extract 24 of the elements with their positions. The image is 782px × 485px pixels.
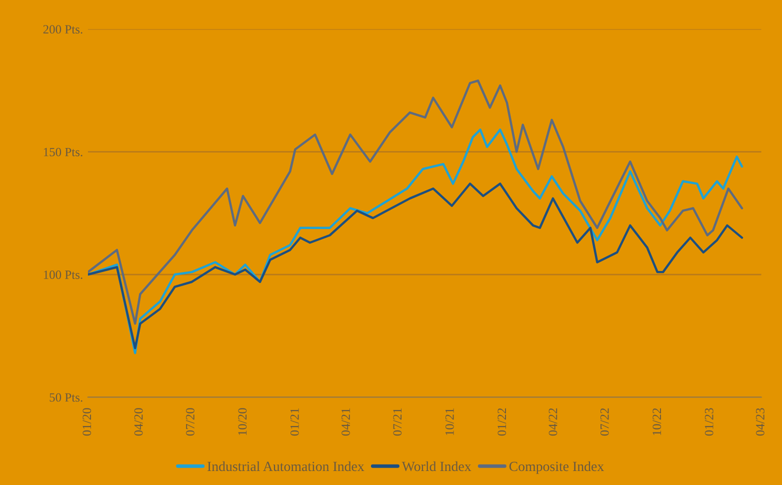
line-series — [88, 80, 744, 325]
x-tick-label: 01/22 — [498, 408, 506, 436]
legend-label: World Index — [402, 461, 472, 472]
x-tick-label: 01/20 — [82, 408, 92, 436]
x-tick-label: 01/23 — [704, 408, 714, 436]
x-tick-label: 07/22 — [600, 408, 609, 436]
y-tick-label: 100 Pts. — [44, 270, 82, 280]
x-tick-label: 10/21 — [445, 408, 454, 436]
x-tick-label: 01/21 — [290, 408, 299, 436]
x-tick-label: 04/20 — [134, 408, 143, 436]
y-tick-label: 150 Pts. — [44, 148, 82, 156]
legend-label: Industrial Automation Index — [207, 461, 364, 472]
x-tick-label: 04/22 — [548, 408, 558, 436]
legend-label: Composite Index — [509, 461, 604, 474]
line-series — [88, 128, 744, 354]
x-tick-label: 10/20 — [238, 408, 247, 436]
line-series — [88, 182, 744, 350]
x-tick-label: 10/22 — [652, 408, 662, 436]
x-tick-label: 07/20 — [186, 408, 194, 436]
x-tick-label: 04/23 — [756, 408, 764, 436]
y-tick-label: 200 Pts. — [43, 25, 82, 34]
x-tick-label: 07/21 — [393, 408, 402, 436]
x-tick-label: 04/21 — [342, 408, 350, 436]
y-tick-label: 50 Pts. — [50, 393, 82, 402]
